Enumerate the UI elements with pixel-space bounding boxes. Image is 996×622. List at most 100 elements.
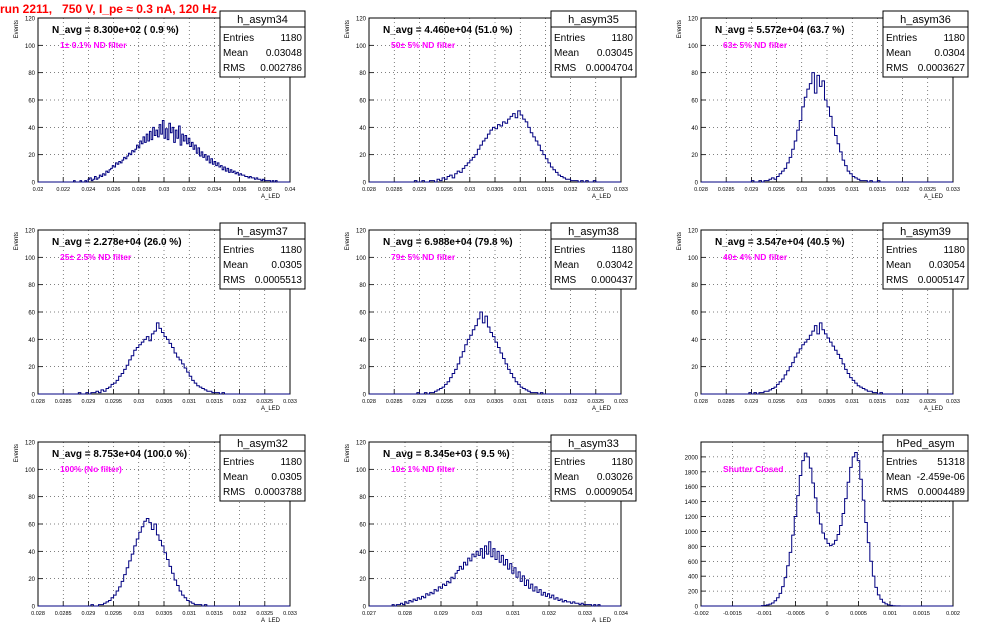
filter-label: 79± 5% ND filter [391, 252, 456, 262]
y-tick-label: 0 [363, 181, 367, 187]
y-tick-label: 600 [688, 560, 699, 566]
run-title: run 2211, 750 V, I_pe ≈ 0.3 nA, 120 Hz [0, 2, 217, 16]
x-axis-title: A_LED [261, 406, 281, 412]
stat-label: RMS [223, 63, 246, 74]
histogram-series [38, 120, 290, 183]
y-tick-label: 80 [28, 283, 35, 289]
x-tick-label: 0.033 [946, 187, 960, 193]
x-tick-label: 0.04 [285, 187, 296, 193]
x-tick-label: 0.03 [133, 399, 144, 405]
filter-label: 100% (No filter) [60, 464, 122, 474]
x-tick-label: 0.032 [564, 187, 578, 193]
x-tick-label: 0.0325 [919, 187, 936, 193]
n-avg-label: N_avg = 5.572e+04 (63.7 %) [715, 25, 845, 36]
histogram-name: h_asym32 [237, 438, 288, 450]
x-tick-label: 0.0315 [869, 399, 886, 405]
histogram-panel: 0 20 40 60 80 100 120 0.02 0.022 0.024 0.026 0.028 0… [14, 10, 306, 200]
x-tick-label: 0.0315 [869, 187, 886, 193]
x-axis-title: A_LED [592, 406, 612, 412]
y-tick-label: 40 [691, 126, 698, 132]
x-tick-label: 0.028 [694, 399, 708, 405]
y-tick-label: 20 [28, 365, 35, 371]
y-tick-label: 120 [356, 441, 367, 447]
x-tick-label: 0.0295 [436, 399, 453, 405]
stats-body-box [550, 450, 637, 502]
y-tick-label: 60 [28, 523, 35, 529]
x-tick-label: 0.0305 [156, 399, 173, 405]
stat-value: 0.0304 [934, 48, 965, 59]
stat-value: 0.0004489 [918, 487, 966, 498]
y-axis-title: Events [677, 232, 683, 250]
y-tick-label: 60 [691, 99, 698, 105]
stat-value: 1180 [280, 245, 302, 256]
y-tick-label: 120 [356, 17, 367, 23]
histogram-panel: 0 20 40 60 80 100 120 0.028 0.0285 0.029 0.0295 0.0… [14, 434, 306, 622]
histogram-name: h_asym37 [237, 226, 288, 238]
histogram-series [38, 518, 290, 607]
y-tick-label: 40 [28, 550, 35, 556]
x-tick-label: 0.033 [283, 399, 297, 405]
x-tick-label: 0.024 [82, 187, 96, 193]
histogram-panel: 0 20 40 60 80 100 120 0.028 0.0285 0.029 0.0295 0.0… [677, 222, 969, 412]
x-tick-label: 0.0325 [587, 187, 604, 193]
stat-label: Entries [223, 245, 254, 256]
x-tick-label: 0.0325 [587, 399, 604, 405]
x-tick-label: 0.032 [896, 187, 910, 193]
y-tick-label: 1000 [685, 530, 699, 536]
y-axis-title: Events [345, 444, 351, 462]
y-tick-label: 40 [359, 550, 366, 556]
x-tick-label: 0.033 [578, 611, 592, 617]
x-tick-label: 0.036 [233, 187, 247, 193]
y-tick-label: 60 [28, 99, 35, 105]
y-tick-label: 0 [363, 605, 367, 611]
x-tick-label: 0.028 [31, 611, 45, 617]
x-tick-label: 0.028 [398, 611, 412, 617]
n-avg-label: N_avg = 4.460e+04 (51.0 %) [383, 25, 513, 36]
stats-box: h_asym32 Entries 1180 Mean 0.0305 RMS 0.000378… [219, 434, 306, 502]
stat-value: 0.0003627 [918, 63, 966, 74]
y-tick-label: 40 [691, 338, 698, 344]
x-tick-label: 0.0295 [436, 187, 453, 193]
x-tick-label: 0.032 [896, 399, 910, 405]
stat-label: Entries [223, 33, 254, 44]
x-tick-label: 0.03 [464, 399, 475, 405]
stat-value: -2.459e-06 [917, 472, 966, 483]
x-tick-label: 0.002 [946, 611, 960, 617]
stats-body-box [550, 238, 637, 290]
x-tick-label: 0.0285 [55, 611, 72, 617]
y-tick-label: 40 [28, 126, 35, 132]
stat-value: 1180 [611, 33, 633, 44]
stat-value: 0.0004704 [586, 63, 634, 74]
stat-label: Entries [554, 457, 585, 468]
stat-value: 0.0005147 [918, 275, 966, 286]
n-avg-label: N_avg = 8.345e+03 ( 9.5 %) [383, 449, 510, 460]
y-tick-label: 1400 [685, 500, 699, 506]
y-tick-label: 1800 [685, 470, 699, 476]
y-tick-label: 80 [359, 71, 366, 77]
x-tick-label: -0.0005 [786, 611, 805, 617]
x-tick-label: 0.032 [182, 187, 196, 193]
x-axis-title: A_LED [924, 194, 944, 200]
stat-label: RMS [886, 275, 909, 286]
y-tick-label: 40 [359, 126, 366, 132]
x-tick-label: 0.0315 [537, 399, 554, 405]
y-axis-title: Events [345, 20, 351, 38]
y-tick-label: 2000 [685, 455, 699, 461]
x-tick-label: -0.001 [756, 611, 772, 617]
x-axis-title: A_LED [261, 618, 281, 622]
stat-label: RMS [554, 63, 577, 74]
y-tick-label: 0 [695, 181, 699, 187]
x-tick-label: 0.0015 [913, 611, 930, 617]
filter-label: Shutter Closed [723, 464, 783, 474]
y-tick-label: 100 [356, 256, 367, 262]
x-tick-label: 0.033 [614, 187, 628, 193]
histogram-series [701, 451, 953, 607]
stat-label: Mean [886, 260, 911, 271]
y-tick-label: 60 [359, 523, 366, 529]
x-tick-label: 0.028 [132, 187, 146, 193]
x-tick-label: 0.026 [107, 187, 121, 193]
n-avg-label: N_avg = 8.300e+02 ( 0.9 %) [52, 25, 179, 36]
y-tick-label: 20 [691, 365, 698, 371]
histogram-name: h_asym36 [900, 14, 951, 26]
